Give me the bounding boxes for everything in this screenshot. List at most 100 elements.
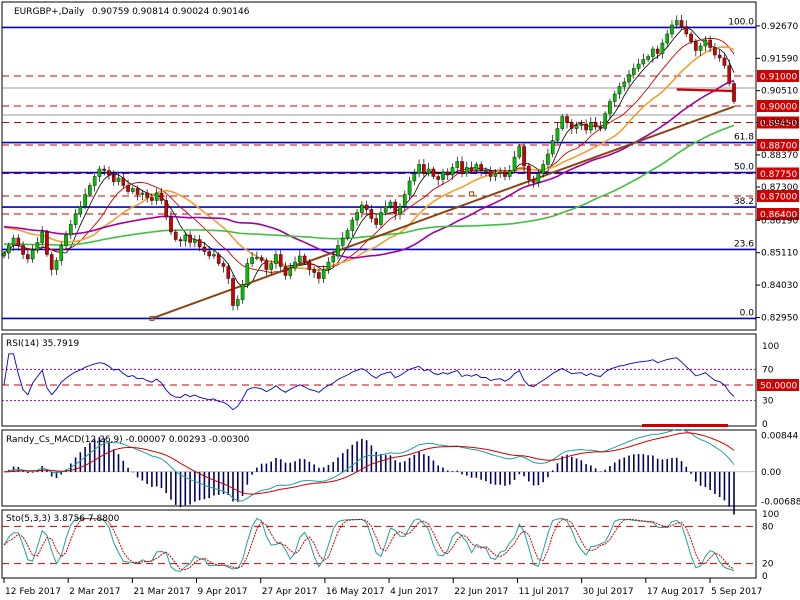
trend-anchor xyxy=(469,191,475,197)
candle-body xyxy=(164,200,169,218)
rsi-bar xyxy=(642,424,728,427)
candle-body xyxy=(83,194,87,207)
price-tick-label: 0.91590 xyxy=(761,54,798,64)
candle-body xyxy=(732,83,736,102)
candle-body xyxy=(59,245,64,261)
candle-body xyxy=(135,188,140,195)
candle-body xyxy=(45,231,49,255)
candle-body xyxy=(340,237,345,246)
time-tick-label: 11 Jul 2017 xyxy=(518,587,569,597)
candle-body xyxy=(131,188,135,192)
sto-tick-label: 0 xyxy=(762,572,768,582)
sto-lines xyxy=(2,517,756,572)
fibonacci-level-label: 38.2 xyxy=(734,197,754,207)
price-tick-label: 0.86190 xyxy=(761,216,798,226)
macd-tick-label: 0.00844 xyxy=(761,432,798,442)
level-price-badge xyxy=(757,100,799,112)
price-tick-label: 0.90510 xyxy=(761,87,798,97)
ma-slow-line xyxy=(3,79,735,259)
time-tick-label: 21 Mar 2017 xyxy=(133,587,190,597)
candle-body xyxy=(40,231,44,243)
candle-body xyxy=(188,234,192,243)
candle-body xyxy=(617,86,622,95)
level-price-label: 0.89450 xyxy=(760,119,797,129)
candle-body xyxy=(417,164,421,174)
candle-body xyxy=(35,242,40,251)
candle-body xyxy=(441,171,445,180)
main-title: EURGBP+,Daily xyxy=(14,7,85,17)
candle-body xyxy=(422,164,426,174)
ma-fast-line xyxy=(3,27,735,288)
sto-tick-label: 100 xyxy=(762,510,779,520)
candle-body xyxy=(713,47,717,56)
candle-body xyxy=(350,219,355,231)
candle-body xyxy=(312,269,316,273)
candle-body xyxy=(503,171,507,177)
candle-body xyxy=(255,257,259,259)
rsi-title: RSI(14) 35.7919 xyxy=(6,339,79,349)
candle-body xyxy=(627,74,631,83)
candle-body xyxy=(178,239,183,242)
candle-body xyxy=(598,126,603,129)
candle-body xyxy=(92,176,97,186)
rsi-tick-label: 30 xyxy=(762,397,774,407)
candle-body xyxy=(140,192,145,195)
candle-body xyxy=(154,192,159,201)
candle-body xyxy=(307,261,312,270)
rsi-lines xyxy=(2,353,756,427)
price-tick-label: 0.85110 xyxy=(761,249,798,259)
candle-body xyxy=(345,230,350,239)
candle-body xyxy=(703,39,708,47)
candle-body xyxy=(298,255,302,263)
candle-body xyxy=(655,48,660,54)
level-price-badge xyxy=(757,139,799,151)
candle-body xyxy=(498,171,503,174)
candle-body xyxy=(197,239,202,248)
candle-body xyxy=(226,266,231,279)
candle-body xyxy=(102,168,106,171)
candle-body xyxy=(646,56,650,60)
price-tick-label: 0.89450 xyxy=(761,119,798,129)
candle-body xyxy=(402,194,407,207)
candle-body xyxy=(278,254,283,267)
trend-line xyxy=(151,105,735,320)
candle-body xyxy=(173,231,178,240)
price-tick-label: 0.88370 xyxy=(761,151,798,161)
candles xyxy=(2,14,736,311)
candle-body xyxy=(169,216,173,233)
candle-body xyxy=(512,156,517,171)
candle-body xyxy=(674,20,679,26)
candle-body xyxy=(507,170,512,177)
sto-panel-frame xyxy=(1,509,757,579)
candle-body xyxy=(30,249,35,260)
candle-body xyxy=(264,260,269,270)
candle-body xyxy=(436,176,440,180)
main-ohlc-values: 0.90759 0.90814 0.90024 0.90146 xyxy=(92,7,250,17)
candle-body xyxy=(450,167,455,176)
candle-body xyxy=(531,179,536,183)
level-price-label: 0.88700 xyxy=(760,142,797,152)
candle-body xyxy=(331,255,336,263)
level-price-label: 0.90000 xyxy=(760,103,797,113)
candle-body xyxy=(111,174,116,182)
candle-body xyxy=(584,123,588,131)
candle-body xyxy=(550,140,555,155)
sto-tick-label: 20 xyxy=(762,560,774,570)
candle-body xyxy=(684,26,689,35)
time-tick-label: 17 Aug 2017 xyxy=(647,587,705,597)
candle-body xyxy=(202,246,207,252)
candle-body xyxy=(469,167,474,171)
rsi-tick-label: 70 xyxy=(762,365,774,375)
candle-body xyxy=(245,263,250,285)
candle-body xyxy=(484,170,488,172)
candle-body xyxy=(722,57,727,66)
candle-body xyxy=(121,177,126,186)
candle-body xyxy=(383,206,388,213)
candle-body xyxy=(360,204,364,213)
breakout-level-line xyxy=(676,88,735,93)
candle-body xyxy=(474,164,479,171)
price-tick-label: 0.84030 xyxy=(761,281,798,291)
candle-body xyxy=(2,252,6,257)
